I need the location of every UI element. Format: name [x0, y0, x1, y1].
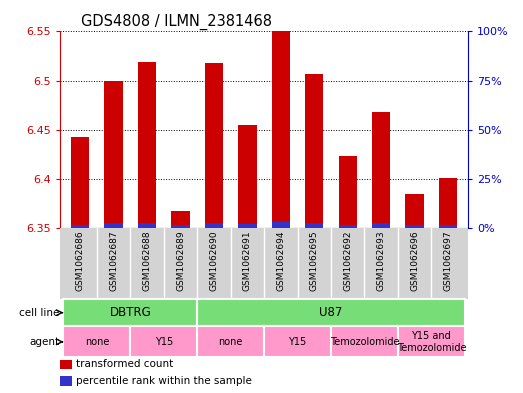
Text: GSM1062693: GSM1062693 [377, 230, 385, 291]
Bar [271, 31, 290, 228]
Bar [105, 81, 123, 228]
Text: GSM1062691: GSM1062691 [243, 230, 252, 291]
Bar [405, 194, 424, 228]
Text: GSM1062687: GSM1062687 [109, 230, 118, 291]
Text: GSM1062690: GSM1062690 [209, 230, 219, 291]
Bar [331, 327, 398, 357]
Bar [372, 223, 390, 228]
Bar [338, 156, 357, 228]
Text: cell line: cell line [19, 308, 60, 318]
Text: transformed count: transformed count [76, 359, 174, 369]
Bar [60, 360, 72, 369]
Text: GSM1062694: GSM1062694 [276, 230, 286, 291]
Bar [63, 299, 197, 327]
Text: GSM1062689: GSM1062689 [176, 230, 185, 291]
Bar [305, 223, 323, 228]
Bar [197, 327, 264, 357]
Text: percentile rank within the sample: percentile rank within the sample [76, 376, 252, 386]
Bar [398, 327, 465, 357]
Bar [439, 225, 457, 228]
Bar [405, 225, 424, 228]
Text: GSM1062696: GSM1062696 [410, 230, 419, 291]
Text: Temozolomide: Temozolomide [329, 337, 399, 347]
Text: none: none [219, 337, 243, 347]
Bar [305, 74, 323, 228]
Text: GSM1062686: GSM1062686 [76, 230, 85, 291]
Bar [197, 299, 465, 327]
Text: GSM1062695: GSM1062695 [310, 230, 319, 291]
Bar [172, 225, 190, 228]
Bar [71, 225, 89, 228]
Bar [130, 327, 197, 357]
Bar [271, 222, 290, 228]
Bar [238, 224, 257, 228]
Bar [138, 223, 156, 228]
Bar [63, 327, 130, 357]
Text: GDS4808 / ILMN_2381468: GDS4808 / ILMN_2381468 [81, 14, 271, 30]
Bar [105, 223, 123, 228]
Bar [172, 211, 190, 228]
Text: DBTRG: DBTRG [109, 306, 151, 319]
Text: GSM1062692: GSM1062692 [343, 230, 352, 291]
Bar [338, 225, 357, 228]
Bar [71, 137, 89, 228]
Text: GSM1062697: GSM1062697 [444, 230, 452, 291]
Text: Y15 and
Temozolomide: Y15 and Temozolomide [396, 331, 466, 353]
Text: U87: U87 [320, 306, 343, 319]
Text: Y15: Y15 [155, 337, 173, 347]
Text: Y15: Y15 [288, 337, 306, 347]
Bar [372, 112, 390, 228]
Bar [60, 376, 72, 386]
Bar [238, 125, 257, 228]
Bar [138, 62, 156, 228]
Text: GSM1062688: GSM1062688 [143, 230, 152, 291]
Bar [264, 327, 331, 357]
Text: agent: agent [29, 337, 60, 347]
Text: none: none [85, 337, 109, 347]
Bar [439, 178, 457, 228]
Bar [205, 63, 223, 228]
Bar [205, 223, 223, 228]
